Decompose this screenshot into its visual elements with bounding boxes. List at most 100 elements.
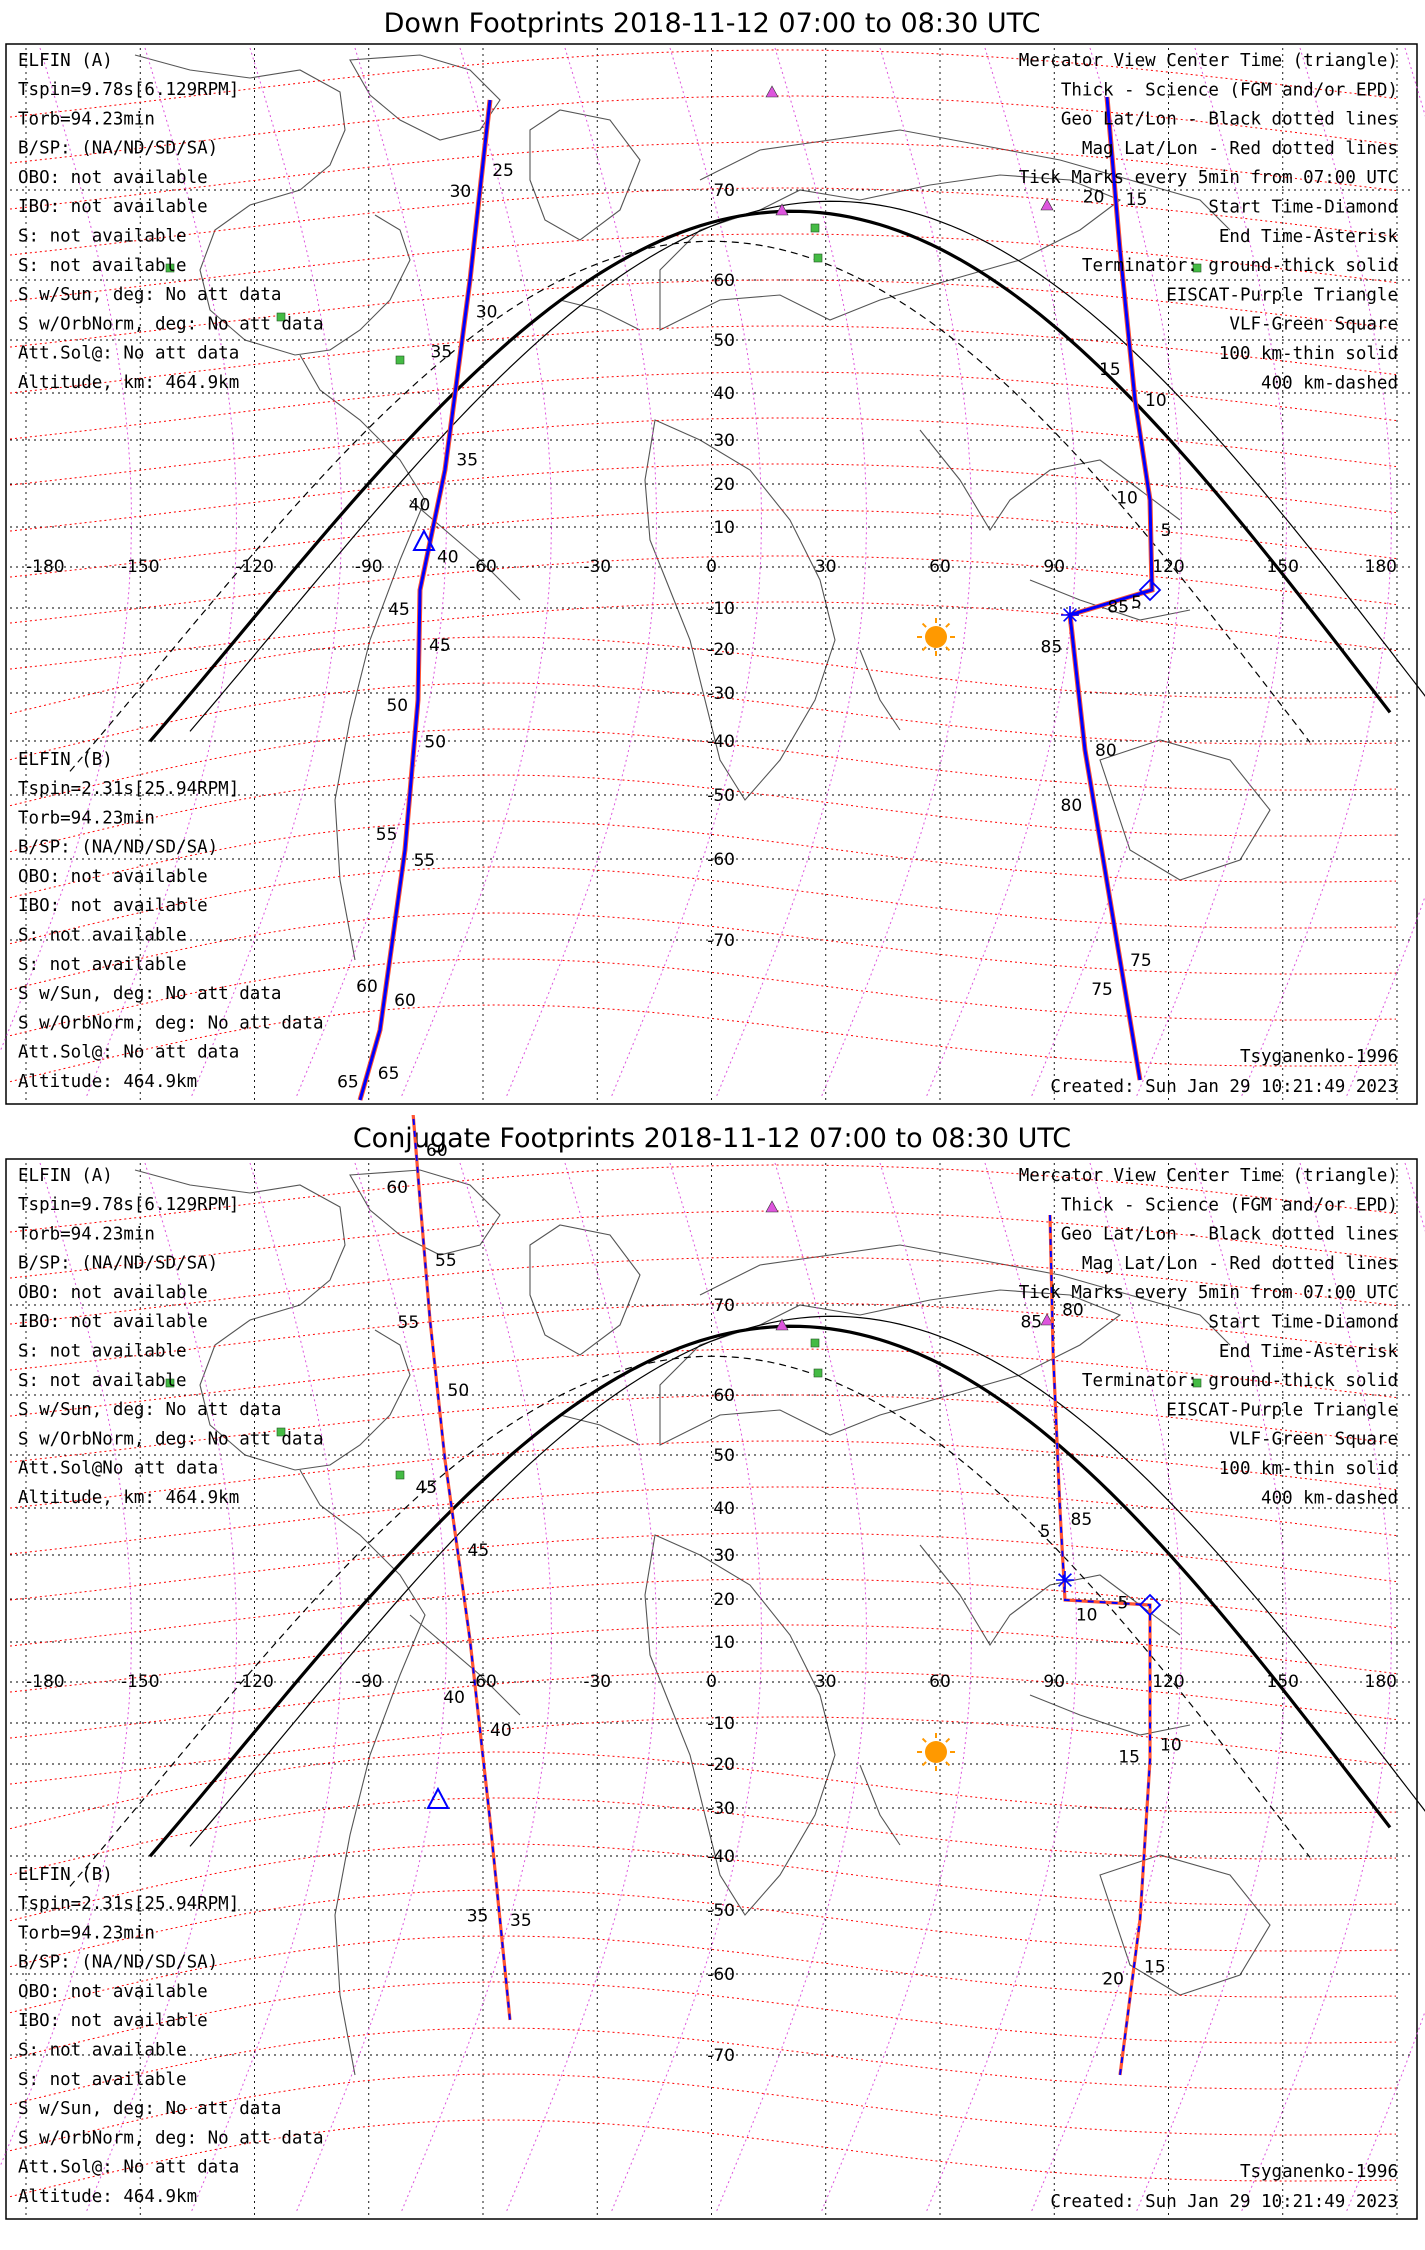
mag-latitude-line (9, 1981, 1397, 2060)
elfin-b-name: ELFIN (B) (18, 750, 113, 770)
elfin-a-info-line: S w/OrbNorm, deg: No att data (18, 1429, 324, 1449)
elfin-b-tick-label: 80 (1062, 1301, 1084, 1321)
eiscat-station-marker (765, 85, 779, 98)
latitude-tick-label: -20 (707, 640, 735, 660)
created-timestamp: Created: Sun Jan 29 10:21:49 2023 (1050, 1077, 1398, 1097)
vlf-station-marker (1192, 263, 1202, 273)
mag-latitude-line (9, 371, 1397, 440)
coastline (1029, 579, 1191, 621)
legend-entry: Mercator View Center Time (triangle) (1019, 51, 1398, 71)
elfin-b-info-line: OBO: not available (18, 867, 208, 887)
legend-entry: Mercator View Center Time (triangle) (1019, 1166, 1398, 1186)
down-footprints-map: Down Footprints 2018-11-12 07:00 to 08:3… (0, 8, 1425, 1105)
elfin-a-info-line: S w/Sun, deg: No att data (18, 285, 281, 305)
mag-meridian-line (0, 1162, 132, 2168)
longitude-tick-label: 90 (1043, 1672, 1065, 1692)
legend-entry: Tick Marks every 5min from 07:00 UTC (1019, 168, 1398, 188)
latitude-tick-label: 50 (713, 331, 735, 351)
coastline (559, 1414, 641, 1446)
sun-ray (945, 1761, 951, 1767)
terminator-400km (69, 1355, 1311, 1887)
legend-entry: Start Time-Diamond (1208, 1313, 1398, 1333)
mag-latitude-line (9, 1935, 1397, 2014)
elfin-b-tick-label-red: 15 (1118, 1748, 1140, 1768)
elfin-a-info-line: S w/OrbNorm, deg: No att data (18, 314, 324, 334)
latitude-tick-label: 50 (713, 1446, 735, 1466)
latitude-tick-label: -50 (707, 1901, 735, 1921)
panel-title: Down Footprints 2018-11-12 07:00 to 08:3… (384, 8, 1041, 39)
legend-entry: Tick Marks every 5min from 07:00 UTC (1019, 1283, 1398, 1303)
elfin-b-info-line: Att.Sol@: No att data (18, 2158, 239, 2178)
latitude-tick-label: 60 (713, 271, 735, 291)
elfin-b-tick-label: 75 (1130, 951, 1152, 971)
mag-meridian-line (925, 47, 1077, 1099)
mag-latitude-line (9, 233, 1397, 302)
mag-latitude-line (9, 1348, 1397, 1417)
eiscat-station-marker (765, 1200, 779, 1213)
elfin-a-name: ELFIN (A) (18, 1166, 113, 1186)
coastline (559, 299, 641, 331)
legend-entry: EISCAT-Purple Triangle (1166, 285, 1398, 305)
elfin-a-tick-label-red: 60 (386, 1178, 408, 1198)
elfin-b-tick-label-red: 20 (1083, 187, 1105, 207)
mag-meridian-line (820, 47, 972, 1099)
text-layer: 2530354045505560653035404550556065151058… (18, 51, 1398, 1097)
longitude-tick-label: -30 (583, 1672, 611, 1692)
elfin-b-tick-label: 85 (1107, 598, 1129, 618)
elfin-a-info-line: Altitude, km: 464.9km (18, 373, 239, 393)
sun-ray (921, 646, 927, 652)
start-time-diamond-icon (1138, 1593, 1162, 1617)
latitude-tick-label: 70 (713, 1296, 735, 1316)
longitude-tick-label: 30 (815, 557, 837, 577)
elfin-a-tick-label: 35 (510, 1911, 532, 1931)
elfin-b-tick-label-red: 5 (1040, 1522, 1051, 1542)
latitude-tick-label: -20 (707, 1755, 735, 1775)
mag-latitude-line (9, 49, 1397, 118)
elfin-a-tick-label-red: 65 (337, 1072, 359, 1092)
elfin-b-info-line: Tspin=2.31s[25.94RPM] (18, 779, 239, 799)
elfin-b-info-line: Altitude: 464.9km (18, 1072, 197, 1092)
latitude-tick-label: -70 (707, 2046, 735, 2066)
mag-meridian-line (715, 47, 867, 1099)
mag-latitude-line (9, 958, 1397, 1037)
mag-meridian-line (400, 47, 552, 1099)
latitude-tick-label: 20 (713, 1590, 735, 1610)
longitude-tick-label: -60 (469, 1672, 497, 1692)
terminator-ground (148, 209, 1392, 743)
mag-latitude-line (9, 1486, 1397, 1555)
elfin-a-tick-label: 55 (414, 851, 436, 871)
latitude-tick-label: 30 (713, 1546, 735, 1566)
elfin-a-info-line: Torb=94.23min (18, 1224, 155, 1244)
vlf-station-marker (276, 1427, 286, 1437)
coastline (699, 1244, 1231, 1346)
elfin-b-tick-label-red: 20 (1102, 1970, 1124, 1990)
coastline (349, 54, 501, 141)
elfin-a-tick-label: 65 (378, 1064, 400, 1084)
mag-latitude-line (9, 1394, 1397, 1463)
elfin-b-tick-label: 15 (1144, 1958, 1166, 1978)
mag-latitude-line (9, 1440, 1397, 1509)
elfin-a-tick-label: 50 (424, 733, 446, 753)
elfin-b-tick-label: 85 (1071, 1510, 1093, 1530)
mag-meridian-line (85, 1162, 237, 2214)
longitude-tick-label: 0 (706, 557, 717, 577)
elfin-b-tick-label-red: 10 (1116, 489, 1138, 509)
coastline (644, 1534, 836, 1916)
elfin-a-tick-label-red: 55 (376, 825, 398, 845)
mag-meridian-line (1030, 1162, 1182, 2214)
elfin-a-tick-label: 60 (426, 1141, 448, 1161)
elfin-b-tick-label: 10 (1160, 1736, 1182, 1756)
mag-meridian-line (505, 47, 657, 1099)
elfin-b-info-line: S: not available (18, 2041, 187, 2061)
mag-meridian-line (820, 1162, 972, 2214)
elfin-a-info-line: Tspin=9.78s[6.129RPM] (18, 80, 239, 100)
legend-entry: Mag Lat/Lon - Red dotted lines (1082, 139, 1398, 159)
vlf-station-marker (165, 263, 175, 273)
mag-latitude-line (9, 2027, 1397, 2106)
mag-latitude-line (9, 1889, 1397, 1968)
elfin-b-info-line: S: not available (18, 926, 187, 946)
mag-latitude-line (9, 1843, 1397, 1922)
longitude-tick-label: 60 (929, 1672, 951, 1692)
sun-ray (921, 622, 927, 628)
elfin-a-tick-label-red: 45 (388, 600, 410, 620)
